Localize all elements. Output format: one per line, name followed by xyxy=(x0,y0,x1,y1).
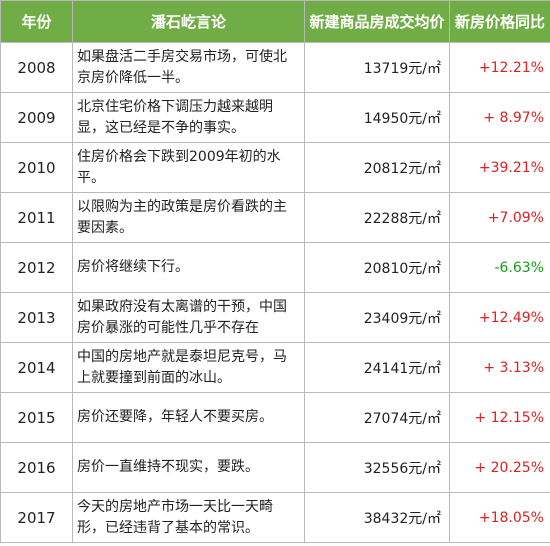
table-row: 2009 北京住宅价格下调压力越来越明显，这已经是不争的事实。 14950元/㎡ + … xyxy=(0,92,550,143)
table-row: 2012 房价将继续下行。 20810元/㎡ -6.63% xyxy=(0,242,550,293)
change-cell: + 3.13% xyxy=(449,342,550,393)
table-header: 年份 潘石屹言论 新建商品房成交均价 新房价格同比 xyxy=(0,0,550,43)
year-cell: 2010 xyxy=(0,142,73,193)
price-cell: 32556元/㎡ xyxy=(304,442,450,493)
change-cell: +12.21% xyxy=(449,42,550,93)
change-cell: + 12.15% xyxy=(449,392,550,443)
comment-cell: 房价还要降，年轻人不要买房。 xyxy=(72,392,305,443)
table-row: 2008 如果盘活二手房交易市场，可使北京房价降低一半。 13719元/㎡ +12.2… xyxy=(0,42,550,93)
change-cell: +7.09% xyxy=(449,192,550,243)
table-body: 2008 如果盘活二手房交易市场，可使北京房价降低一半。 13719元/㎡ +12.2… xyxy=(0,42,550,543)
table-row: 2013 如果政府没有太离谱的干预，中国房价暴涨的可能性几乎不存在 23409元/㎡… xyxy=(0,292,550,343)
header-comment: 潘石屹言论 xyxy=(72,0,305,43)
header-row: 年份 潘石屹言论 新建商品房成交均价 新房价格同比 xyxy=(0,0,550,43)
comment-cell: 住房价格会下跌到2009年初的水平。 xyxy=(72,142,305,193)
header-price: 新建商品房成交均价 xyxy=(304,0,450,43)
header-change: 新房价格同比 xyxy=(449,0,550,43)
header-year: 年份 xyxy=(0,0,73,43)
change-cell: + 20.25% xyxy=(449,442,550,493)
table-row: 2017 今天的房地产市场一天比一天畸形，已经违背了基本的常识。 38432元/㎡ +… xyxy=(0,492,550,543)
change-cell: +18.05% xyxy=(449,492,550,543)
comment-cell: 房价将继续下行。 xyxy=(72,242,305,293)
comment-cell: 以限购为主的政策是房价看跌的主要因素。 xyxy=(72,192,305,243)
comment-cell: 今天的房地产市场一天比一天畸形，已经违背了基本的常识。 xyxy=(72,492,305,543)
year-cell: 2016 xyxy=(0,442,73,493)
change-cell: -6.63% xyxy=(449,242,550,293)
table-row: 2010 住房价格会下跌到2009年初的水平。 20812元/㎡ +39.21% xyxy=(0,142,550,193)
price-cell: 14950元/㎡ xyxy=(304,92,450,143)
year-cell: 2008 xyxy=(0,42,73,93)
change-cell: +39.21% xyxy=(449,142,550,193)
year-cell: 2014 xyxy=(0,342,73,393)
price-cell: 13719元/㎡ xyxy=(304,42,450,93)
comment-cell: 如果政府没有太离谱的干预，中国房价暴涨的可能性几乎不存在 xyxy=(72,292,305,343)
table-row: 2011 以限购为主的政策是房价看跌的主要因素。 22288元/㎡ +7.09% xyxy=(0,192,550,243)
comment-cell: 中国的房地产就是泰坦尼克号，马上就要撞到前面的冰山。 xyxy=(72,342,305,393)
table-row: 2014 中国的房地产就是泰坦尼克号，马上就要撞到前面的冰山。 24141元/㎡ + … xyxy=(0,342,550,393)
comment-cell: 如果盘活二手房交易市场，可使北京房价降低一半。 xyxy=(72,42,305,93)
table-row: 2016 房价一直维持不现实，要跌。 32556元/㎡ + 20.25% xyxy=(0,442,550,493)
price-cell: 22288元/㎡ xyxy=(304,192,450,243)
change-cell: + 8.97% xyxy=(449,92,550,143)
year-cell: 2012 xyxy=(0,242,73,293)
price-cell: 20812元/㎡ xyxy=(304,142,450,193)
comment-cell: 房价一直维持不现实，要跌。 xyxy=(72,442,305,493)
year-cell: 2013 xyxy=(0,292,73,343)
price-cell: 23409元/㎡ xyxy=(304,292,450,343)
year-cell: 2011 xyxy=(0,192,73,243)
price-cell: 24141元/㎡ xyxy=(304,342,450,393)
change-cell: +12.49% xyxy=(449,292,550,343)
price-cell: 27074元/㎡ xyxy=(304,392,450,443)
table-row: 2015 房价还要降，年轻人不要买房。 27074元/㎡ + 12.15% xyxy=(0,392,550,443)
year-cell: 2015 xyxy=(0,392,73,443)
comment-cell: 北京住宅价格下调压力越来越明显，这已经是不争的事实。 xyxy=(72,92,305,143)
year-cell: 2009 xyxy=(0,92,73,143)
price-cell: 38432元/㎡ xyxy=(304,492,450,543)
year-cell: 2017 xyxy=(0,492,73,543)
price-cell: 20810元/㎡ xyxy=(304,242,450,293)
